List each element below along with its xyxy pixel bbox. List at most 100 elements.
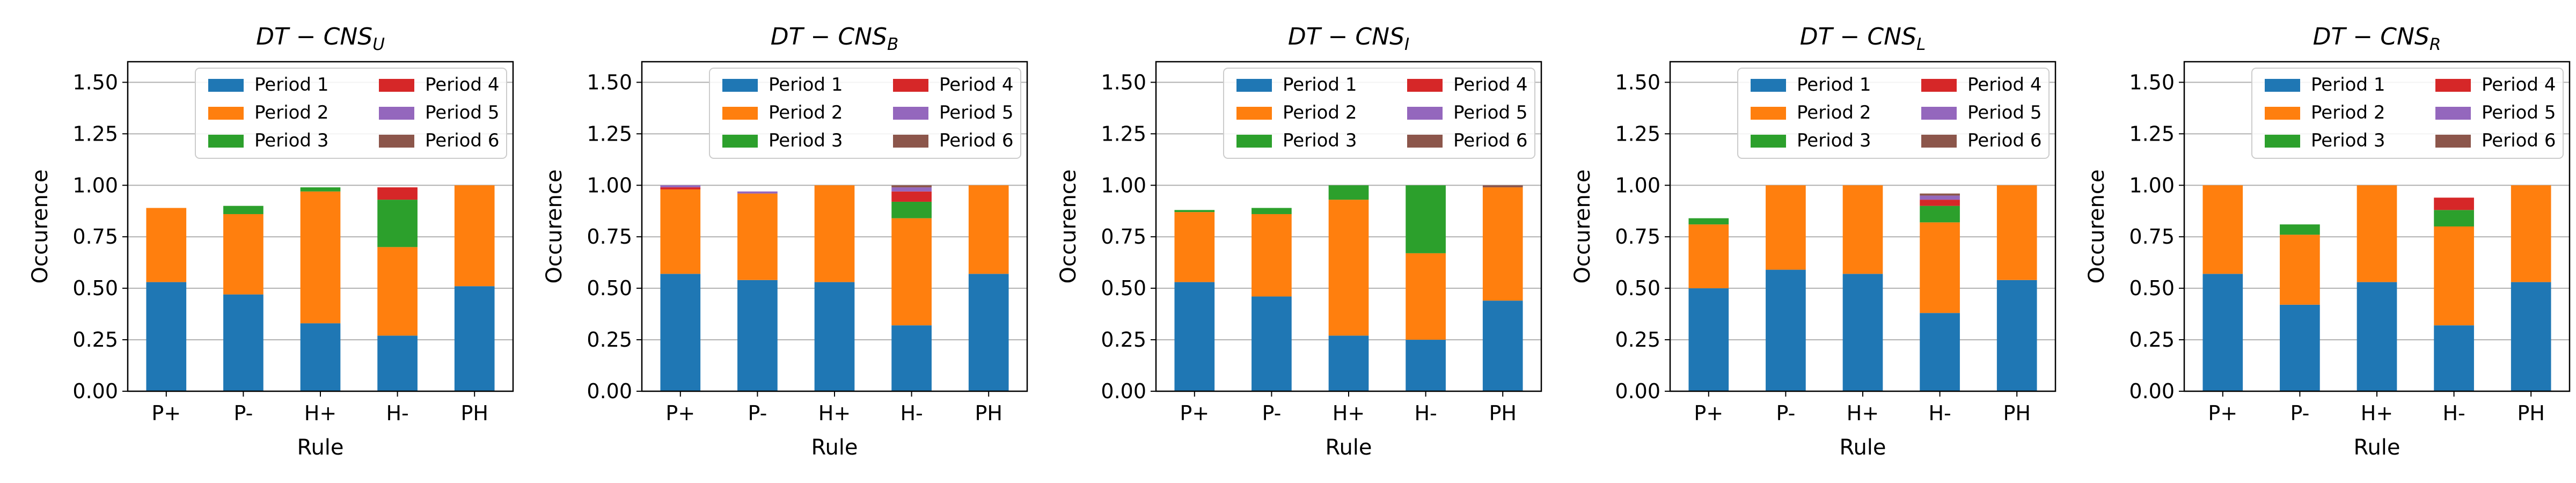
chart-title-subscript: I (1404, 35, 1409, 54)
bar-segment-period-1 (2357, 282, 2397, 391)
bar-segment-period-1 (968, 274, 1009, 391)
x-tick-label: P- (748, 401, 767, 425)
legend-label: Period 6 (2482, 130, 2556, 151)
legend-swatch-period-2 (2265, 107, 2300, 120)
bar-segment-period-2 (1920, 222, 1960, 313)
bar-segment-period-1 (2202, 274, 2243, 391)
chart-title-subscript: B (887, 35, 898, 54)
legend-box (1737, 68, 2050, 159)
bar-segment-period-1 (1920, 313, 1960, 391)
legend-swatch-period-5 (2435, 107, 2471, 120)
legend-label: Period 3 (769, 130, 843, 151)
legend-swatch-period-6 (893, 135, 928, 148)
legend-label: Period 1 (254, 74, 328, 96)
y-tick-label: 0.50 (1101, 276, 1146, 300)
y-tick-label: 1.50 (1101, 70, 1146, 94)
y-tick-label: 1.25 (1615, 122, 1660, 145)
x-axis-label: Rule (2353, 435, 2400, 460)
bar-segment-period-2 (1406, 253, 1446, 340)
x-tick-label: P- (2290, 401, 2310, 425)
bar-segment-period-1 (1328, 335, 1369, 391)
legend-label: Period 3 (254, 130, 328, 151)
legend-label: Period 1 (2311, 74, 2385, 96)
y-tick-label: 0.75 (72, 225, 118, 248)
y-tick-label: 0.25 (72, 328, 118, 352)
bar-segment-period-2 (891, 218, 932, 326)
x-tick-label: H- (1414, 401, 1437, 425)
x-tick-label: PH (2003, 401, 2031, 425)
bar-segment-period-1 (2280, 304, 2320, 391)
bar-segment-period-4 (2434, 197, 2474, 210)
x-tick-label: H- (1928, 401, 1951, 425)
legend-label: Period 3 (1797, 130, 1871, 151)
bar-segment-period-3 (2280, 224, 2320, 235)
x-tick-label: H- (900, 401, 923, 425)
legend-label: Period 5 (1453, 102, 1527, 123)
bar-segment-period-2 (1482, 187, 1523, 301)
bar-segment-period-1 (146, 282, 187, 391)
axes-frame (127, 61, 514, 392)
bar-segment-period-4 (660, 187, 701, 189)
bar-segment-period-2 (2280, 235, 2320, 305)
x-axis-label: Rule (297, 435, 343, 460)
y-tick-label: 0.25 (587, 328, 632, 352)
legend-label: Period 2 (2311, 102, 2385, 123)
legend-label: Period 1 (1283, 74, 1357, 96)
legend-label: Period 2 (254, 102, 328, 123)
legend-swatch-period-5 (1921, 107, 1957, 120)
bar-segment-period-2 (454, 185, 495, 287)
bar-segment-period-1 (1252, 296, 1292, 391)
bar-segment-period-1 (1688, 288, 1729, 391)
y-tick-label: 0.25 (1615, 328, 1660, 352)
legend-swatch-period-3 (208, 135, 244, 148)
bar-segment-period-3 (2434, 210, 2474, 226)
bar-segment-period-3 (1328, 185, 1369, 200)
legend-swatch-period-1 (1751, 79, 1786, 92)
legend-label: Period 1 (769, 74, 843, 96)
chart-panel-4: 0.00 0.25 0.50 0.75 1.00 1.25 1.50 P+ P- H+ H- PH DT… (1570, 23, 2057, 460)
y-tick-label: 1.00 (587, 173, 632, 197)
legend-label: Period 3 (1283, 130, 1357, 151)
bar-segment-period-4 (891, 191, 932, 202)
legend-swatch-period-4 (1921, 79, 1957, 92)
chart-title: DT − CNSB (771, 23, 898, 54)
y-tick-label: 0.25 (1101, 328, 1146, 352)
x-axis-label: Rule (1839, 435, 1886, 460)
y-axis-label: Occurence (2084, 170, 2109, 284)
y-tick-label: 0.50 (1615, 276, 1660, 300)
bar-segment-period-2 (2511, 185, 2551, 282)
y-axis-label: Occurence (28, 170, 53, 284)
bar-segment-period-3 (1920, 206, 1960, 223)
chart-title: DT − CNSI (1288, 23, 1409, 54)
bar-segment-period-2 (660, 189, 701, 274)
bar-segment-period-6 (891, 185, 932, 188)
chart-title: DT − CNSU (256, 23, 385, 54)
bar-segment-period-2 (2434, 226, 2474, 326)
legend: Period 1 Period 2 Period 3 Period 4 Period 5… (1223, 68, 1535, 159)
y-axis-label: Occurence (542, 170, 567, 284)
y-tick-label: 1.25 (1101, 122, 1146, 145)
legend-label: Period 5 (1967, 102, 2041, 123)
bar-segment-period-2 (1252, 214, 1292, 297)
legend-label: Period 4 (425, 74, 499, 96)
legend-swatch-period-6 (1921, 135, 1957, 148)
legend-swatch-period-6 (1407, 135, 1443, 148)
x-tick-label: PH (1489, 401, 1517, 425)
axes-frame (2183, 61, 2571, 392)
legend-swatch-period-3 (722, 135, 758, 148)
x-tick-label: P+ (1694, 401, 1723, 425)
y-tick-label: 1.00 (2129, 173, 2175, 197)
legend-box (1223, 68, 1535, 159)
legend-swatch-period-6 (2435, 135, 2471, 148)
y-tick-label: 0.00 (72, 379, 118, 403)
x-tick-label: PH (975, 401, 1002, 425)
x-tick-label: H+ (304, 401, 336, 425)
x-tick-label: P- (1776, 401, 1796, 425)
chart-title-subscript: L (1916, 35, 1926, 54)
legend-label: Period 4 (2482, 74, 2556, 96)
bar-segment-period-1 (737, 280, 778, 391)
bar-segment-period-1 (891, 325, 932, 391)
legend-swatch-period-2 (208, 107, 244, 120)
legend-swatch-period-4 (893, 79, 928, 92)
